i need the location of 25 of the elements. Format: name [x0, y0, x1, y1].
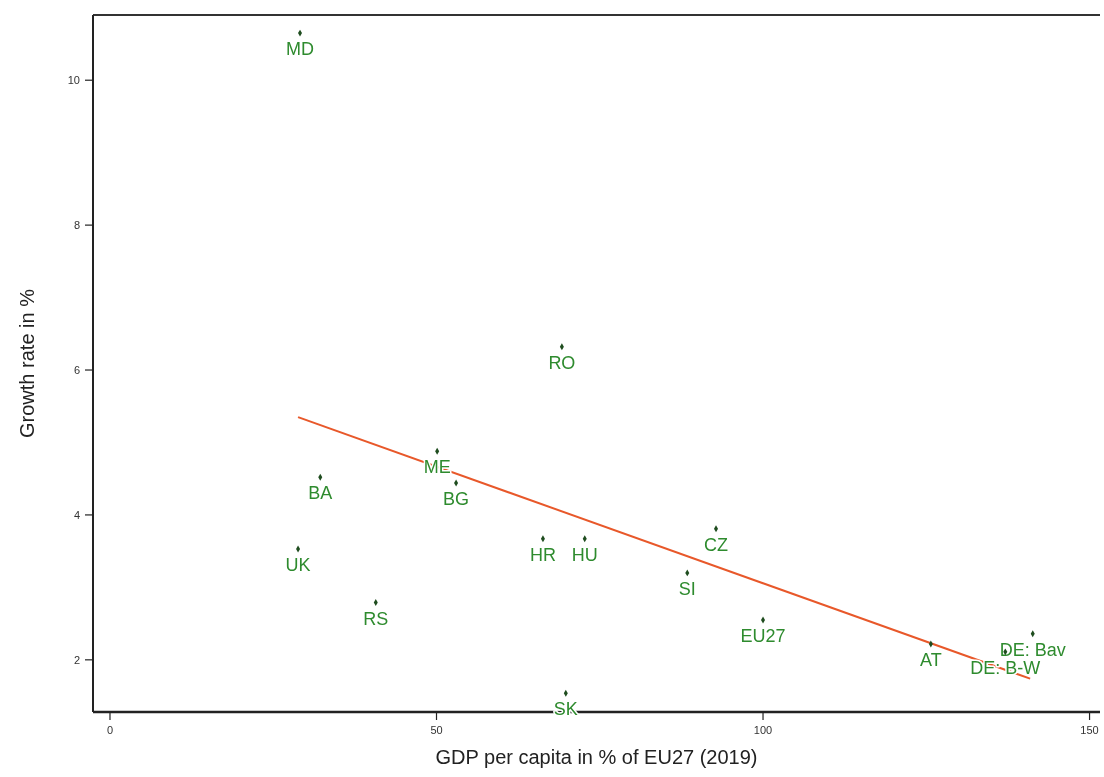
y-tick-label: 6: [73, 363, 80, 376]
x-tick-label: 150: [1080, 724, 1099, 736]
annotation: EU27: [740, 625, 786, 646]
annotation: AT: [920, 649, 942, 670]
annotation: BG: [443, 489, 470, 510]
annotation: HR: [529, 544, 556, 565]
annotation: RO: [548, 352, 576, 373]
x-tick-label: 0: [106, 724, 114, 736]
y-axis-title: Growth rate in %: [16, 288, 38, 438]
annotation: DE: B-W: [970, 657, 1041, 678]
y-tick-label: 8: [73, 218, 80, 231]
annotation: HU: [571, 544, 598, 565]
annotation: CZ: [704, 534, 729, 555]
annotation: BA: [308, 483, 333, 504]
annotation: MD: [286, 39, 315, 60]
annotation: RS: [363, 608, 389, 629]
x-tick-label: 100: [753, 724, 773, 736]
x-tick-label: 50: [430, 724, 443, 736]
y-tick-label: 4: [73, 508, 80, 521]
annotation: DE: Bav: [999, 639, 1066, 660]
x-axis-title: GDP per capita in % of EU27 (2019): [435, 746, 758, 768]
annotation: SI: [678, 578, 696, 599]
y-tick-label: 10: [67, 74, 80, 87]
annotation: UK: [285, 554, 311, 575]
y-tick-label: 2: [73, 653, 80, 666]
